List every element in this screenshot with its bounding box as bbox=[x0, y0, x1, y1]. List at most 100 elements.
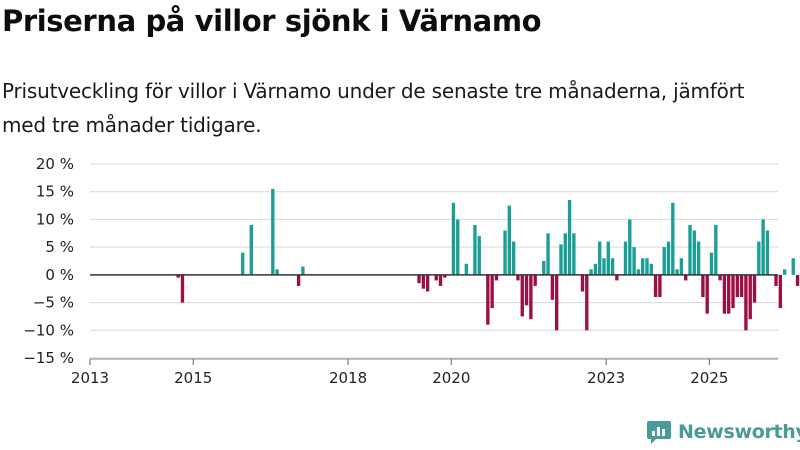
bar bbox=[774, 274, 778, 286]
bar bbox=[615, 274, 619, 281]
y-tick-label: 15 % bbox=[36, 183, 74, 201]
bar bbox=[438, 274, 443, 286]
bar bbox=[714, 224, 718, 275]
bar bbox=[554, 274, 559, 331]
bar bbox=[606, 241, 610, 275]
bar bbox=[658, 274, 662, 298]
bar bbox=[757, 241, 761, 275]
bar bbox=[778, 274, 782, 309]
bar bbox=[610, 258, 615, 275]
bar bbox=[791, 258, 795, 275]
bar bbox=[249, 224, 253, 275]
bar bbox=[456, 219, 460, 275]
bar bbox=[623, 241, 628, 275]
bar bbox=[434, 274, 438, 281]
bars bbox=[176, 188, 800, 331]
bar bbox=[722, 274, 727, 314]
bar bbox=[507, 205, 512, 275]
bar bbox=[451, 202, 456, 275]
bar bbox=[559, 244, 563, 275]
bar bbox=[275, 269, 279, 275]
bar bbox=[589, 269, 593, 275]
bar-chart: 20 %15 %10 %5 %0 %−5 %−10 %−15 % 2013 201… bbox=[23, 155, 800, 387]
bar bbox=[464, 263, 469, 275]
bar bbox=[241, 252, 245, 275]
bar bbox=[679, 258, 684, 275]
bar bbox=[546, 233, 550, 275]
bar bbox=[761, 219, 765, 275]
bar bbox=[666, 241, 671, 275]
bar bbox=[180, 274, 185, 303]
bar bbox=[739, 274, 744, 298]
bar bbox=[421, 274, 426, 289]
y-tick-label: −10 % bbox=[23, 321, 74, 339]
bar bbox=[550, 274, 555, 300]
chart-title: Priserna på villor sjönk i Värnamo bbox=[2, 4, 542, 38]
bar bbox=[529, 274, 533, 320]
bar bbox=[490, 274, 494, 309]
x-tick-label: 2015 bbox=[174, 369, 212, 387]
y-tick-label: −15 % bbox=[23, 349, 74, 367]
x-tick-label: 2025 bbox=[690, 369, 728, 387]
bar bbox=[602, 258, 606, 275]
bar bbox=[494, 274, 499, 281]
bar bbox=[688, 224, 692, 275]
bar bbox=[645, 258, 649, 275]
bar bbox=[503, 230, 507, 275]
bar bbox=[744, 274, 748, 331]
bar bbox=[417, 274, 421, 284]
bar bbox=[296, 274, 301, 286]
bar bbox=[731, 274, 735, 309]
bar bbox=[563, 233, 567, 275]
bar-chart-badge-icon bbox=[647, 421, 671, 444]
x-tick-label: 2020 bbox=[432, 369, 470, 387]
bar bbox=[709, 252, 714, 275]
bar bbox=[520, 274, 524, 317]
bar bbox=[696, 241, 701, 275]
y-tick-label: 20 % bbox=[36, 155, 74, 173]
bar bbox=[671, 202, 675, 275]
newsworthy-logo: Newsworthy bbox=[646, 419, 800, 445]
bar bbox=[516, 274, 520, 281]
bar bbox=[542, 261, 546, 275]
bar bbox=[782, 269, 787, 275]
bar bbox=[765, 230, 770, 275]
brand-name: Newsworthy bbox=[678, 421, 800, 443]
bar bbox=[477, 236, 481, 275]
bar bbox=[301, 266, 305, 275]
bar bbox=[524, 274, 529, 306]
bar bbox=[593, 263, 598, 275]
bar bbox=[473, 224, 477, 275]
y-tick-label: 0 % bbox=[45, 266, 74, 284]
x-axis: 2013 2015 2018 2020 2023 2025 bbox=[71, 274, 778, 387]
x-tick-label: 2013 bbox=[71, 369, 109, 387]
bar bbox=[795, 274, 800, 286]
bar bbox=[748, 274, 752, 320]
y-tick-label: −5 % bbox=[33, 294, 74, 312]
bar bbox=[653, 274, 658, 298]
bar bbox=[641, 258, 645, 275]
bar bbox=[628, 219, 632, 275]
bar bbox=[649, 263, 653, 275]
bar bbox=[271, 188, 275, 275]
bar bbox=[486, 274, 490, 325]
chart-subtitle: Prisutveckling för villor i Värnamo unde… bbox=[2, 79, 745, 137]
y-tick-label: 10 % bbox=[36, 210, 74, 228]
bar bbox=[572, 233, 576, 275]
x-tick-label: 2023 bbox=[587, 369, 625, 387]
bar bbox=[692, 230, 696, 275]
bar bbox=[176, 274, 180, 278]
x-tick-label: 2018 bbox=[329, 369, 367, 387]
bar bbox=[662, 247, 666, 275]
bar bbox=[598, 241, 602, 275]
bar bbox=[684, 274, 688, 281]
y-tick-label: 5 % bbox=[45, 238, 74, 256]
bar bbox=[718, 274, 722, 281]
bar bbox=[443, 274, 447, 278]
bar bbox=[675, 269, 679, 275]
bar bbox=[585, 274, 589, 331]
bar bbox=[636, 269, 641, 275]
bar bbox=[705, 274, 709, 314]
gridlines bbox=[90, 163, 778, 359]
bar bbox=[511, 241, 516, 275]
